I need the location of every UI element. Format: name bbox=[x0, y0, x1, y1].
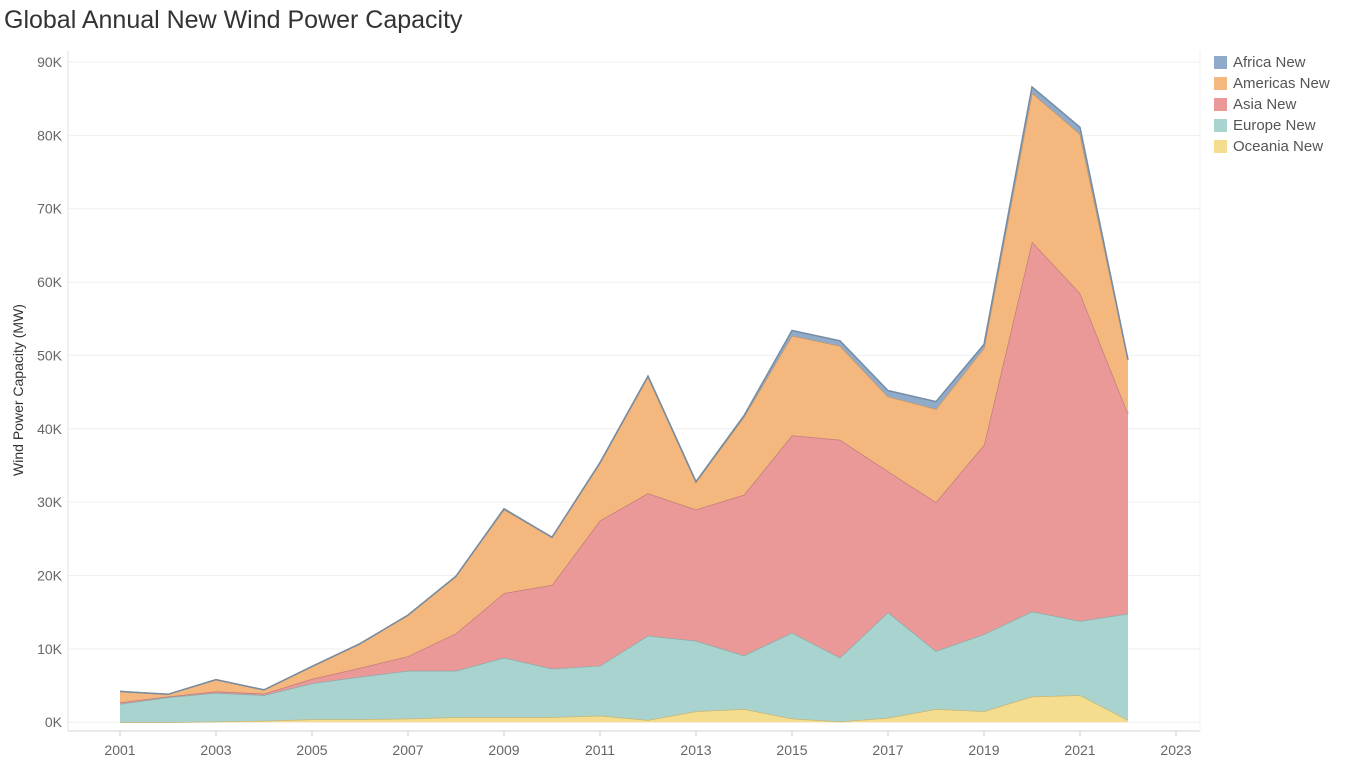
y-tick-label: 70K bbox=[37, 201, 63, 217]
legend: Africa New Americas New Asia New Europe New… bbox=[1214, 52, 1330, 157]
area-americas-new bbox=[120, 92, 1128, 703]
legend-label: Europe New bbox=[1233, 117, 1316, 134]
line-africa-new bbox=[119, 85, 1129, 696]
x-tick-label: 2007 bbox=[392, 742, 423, 758]
legend-swatch bbox=[1214, 119, 1227, 132]
legend-label: Asia New bbox=[1233, 96, 1297, 113]
legend-label: Africa New bbox=[1233, 54, 1306, 71]
legend-item[interactable]: Asia New bbox=[1214, 94, 1330, 115]
legend-swatch bbox=[1214, 98, 1227, 111]
y-tick-label: 90K bbox=[37, 54, 63, 70]
y-tick-label: 50K bbox=[37, 347, 63, 363]
legend-label: Americas New bbox=[1233, 75, 1330, 92]
legend-swatch bbox=[1214, 56, 1227, 69]
x-tick-label: 2019 bbox=[968, 742, 999, 758]
axes: 0K 10K 20K 30K 40K 50K 60K 70K 80K 90K 2001 2003 200… bbox=[37, 51, 1201, 758]
legend-swatch bbox=[1214, 77, 1227, 90]
x-tick-label: 2005 bbox=[296, 742, 327, 758]
y-axis-title: Wind Power Capacity (MW) bbox=[10, 304, 26, 476]
legend-label: Oceania New bbox=[1233, 138, 1324, 155]
chart-title: Global Annual New Wind Power Capacity bbox=[4, 6, 463, 34]
legend-item[interactable]: Europe New bbox=[1214, 115, 1330, 136]
area-oceania-new bbox=[120, 695, 1128, 723]
y-tick-label: 10K bbox=[37, 641, 63, 657]
x-tick-label: 2021 bbox=[1064, 742, 1095, 758]
y-tick-label: 20K bbox=[37, 567, 63, 583]
area-asia-new bbox=[120, 241, 1128, 704]
legend-item[interactable]: Oceania New bbox=[1214, 136, 1330, 157]
x-tick-label: 2023 bbox=[1160, 742, 1191, 758]
x-tick-label: 2003 bbox=[200, 742, 231, 758]
y-tick-label: 60K bbox=[37, 274, 63, 290]
legend-swatch bbox=[1214, 140, 1227, 153]
y-tick-label: 30K bbox=[37, 494, 63, 510]
x-tick-label: 2009 bbox=[488, 742, 519, 758]
legend-item[interactable]: Americas New bbox=[1214, 73, 1330, 94]
y-tick-label: 0K bbox=[45, 714, 63, 730]
x-tick-label: 2015 bbox=[776, 742, 807, 758]
y-tick-label: 80K bbox=[37, 127, 63, 143]
x-tick-label: 2013 bbox=[680, 742, 711, 758]
x-tick-label: 2017 bbox=[872, 742, 903, 758]
x-tick-label: 2001 bbox=[104, 742, 135, 758]
y-tick-label: 40K bbox=[37, 421, 63, 437]
stacked-areas bbox=[119, 85, 1129, 723]
x-tick-label: 2011 bbox=[585, 742, 615, 758]
area-europe-new bbox=[120, 611, 1128, 723]
legend-item[interactable]: Africa New bbox=[1214, 52, 1330, 73]
